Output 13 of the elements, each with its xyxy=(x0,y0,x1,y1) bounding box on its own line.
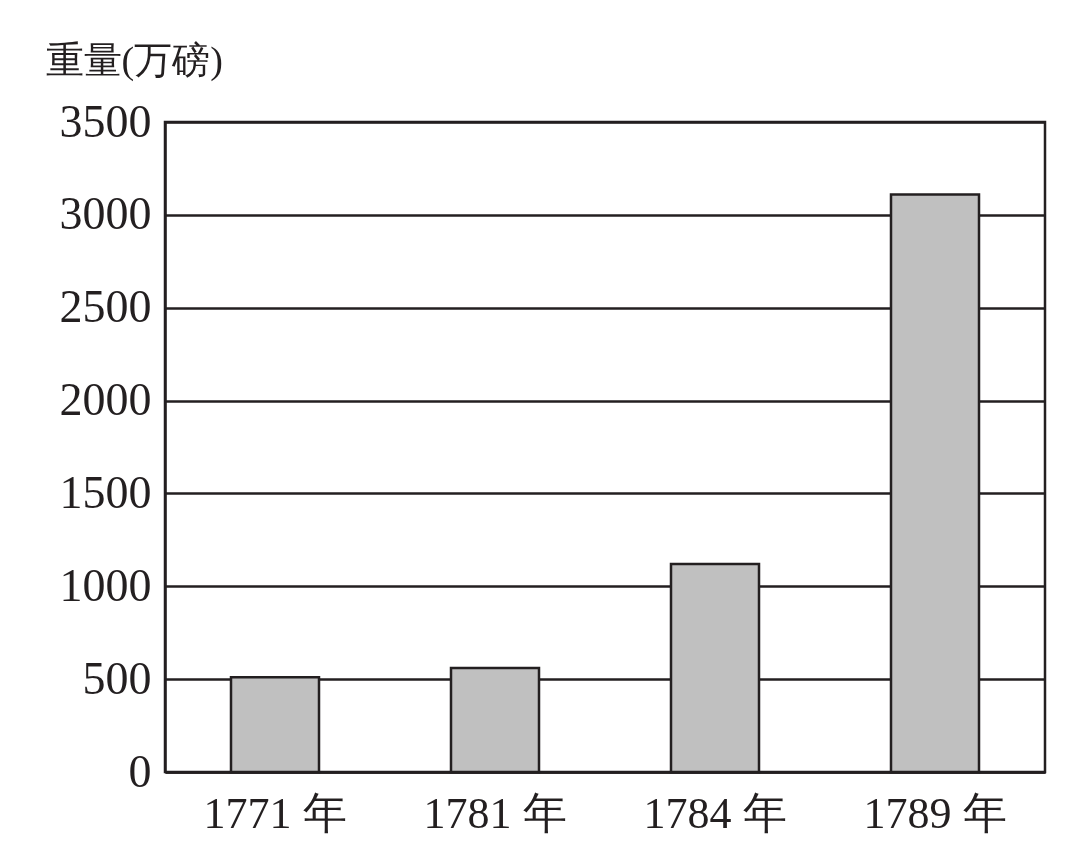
x-tick-label: 1771 年 xyxy=(203,788,347,838)
y-tick-label: 1000 xyxy=(59,559,152,611)
y-tick-label: 500 xyxy=(82,652,152,704)
y-tick-label: 2500 xyxy=(59,281,152,333)
y-axis-title: 重量(万磅) xyxy=(45,38,223,82)
y-tick-label: 2000 xyxy=(59,374,152,426)
x-tick-label: 1789 年 xyxy=(863,788,1007,838)
y-tick-label: 3000 xyxy=(59,188,152,240)
y-tick-label: 1500 xyxy=(59,466,152,518)
x-tick-label: 1784 年 xyxy=(643,788,787,838)
y-tick-label: 3500 xyxy=(59,95,152,147)
x-tick-label: 1781 年 xyxy=(423,788,567,838)
y-tick-label: 0 xyxy=(128,745,152,797)
